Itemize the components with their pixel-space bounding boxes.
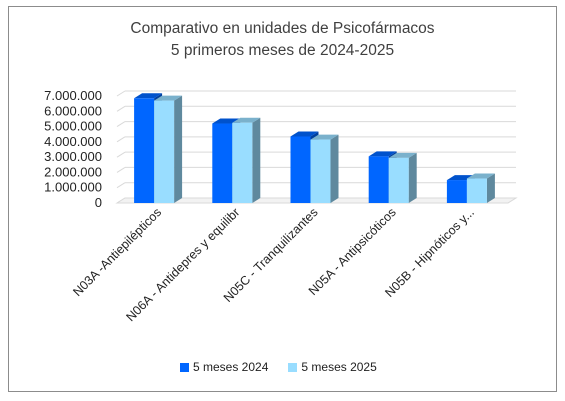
bar-side [408,152,417,203]
chart-title-block: Comparativo en unidades de Psicofármacos… [8,18,557,62]
bar-side [252,117,261,203]
chart-subtitle: 5 primeros meses de 2024-2025 [170,42,395,59]
bar [310,139,331,203]
gridline-depth [116,151,126,158]
legend-swatch-2024 [180,362,189,372]
bar [154,100,175,203]
bar-top [368,151,397,157]
y-tick-label: 5.000.000 [44,119,102,134]
legend-label-2025: 5 meses 2025 [301,360,377,374]
x-tick-label: N05B - Hipnóticos y... [382,205,477,300]
y-tick-label: 3.000.000 [44,149,102,164]
chart-legend: 5 meses 2024 5 meses 2025 [180,360,397,374]
bar [388,157,409,203]
legend-swatch-2025 [288,362,298,372]
bar [232,122,253,203]
gridline-depth [116,121,126,127]
bar-side [486,173,495,203]
y-tick-label: 1.000.000 [44,180,102,195]
y-tick-label: 2.000.000 [44,164,102,179]
bar [446,180,467,203]
bar [368,156,389,203]
y-tick-label: 7.000.000 [44,88,102,103]
bar-top [310,134,339,140]
gridline-depth [116,136,126,143]
gridline-depth [116,182,126,189]
gridline-depth [116,90,126,97]
bar-top [134,93,163,99]
x-tick-label: N05A - Antipsicóticos [306,205,399,298]
bar-top [290,131,319,137]
legend-label-2024: 5 meses 2024 [193,360,269,374]
gridline-depth [116,167,126,173]
bar-top [232,117,261,123]
bar [212,123,233,203]
bar-side [174,95,183,203]
chart-title: Comparativo en unidades de Psicofármacos [130,20,435,37]
bar [290,136,311,203]
legend-item-2025: 5 meses 2025 [288,360,377,374]
bar-side [330,134,339,203]
bar [134,98,155,203]
bar-top [154,95,183,101]
y-tick-label: 6.000.000 [44,103,102,118]
bar-top [388,152,417,158]
bar [466,178,487,203]
gridline-depth [116,105,126,112]
legend-item-2024: 5 meses 2024 [180,360,268,374]
x-tick-label: N03A -Antiepilépticos [70,205,164,299]
y-tick-label: 4.000.000 [44,134,102,149]
y-tick-label: 0 [95,195,102,210]
bar-top [466,173,495,179]
